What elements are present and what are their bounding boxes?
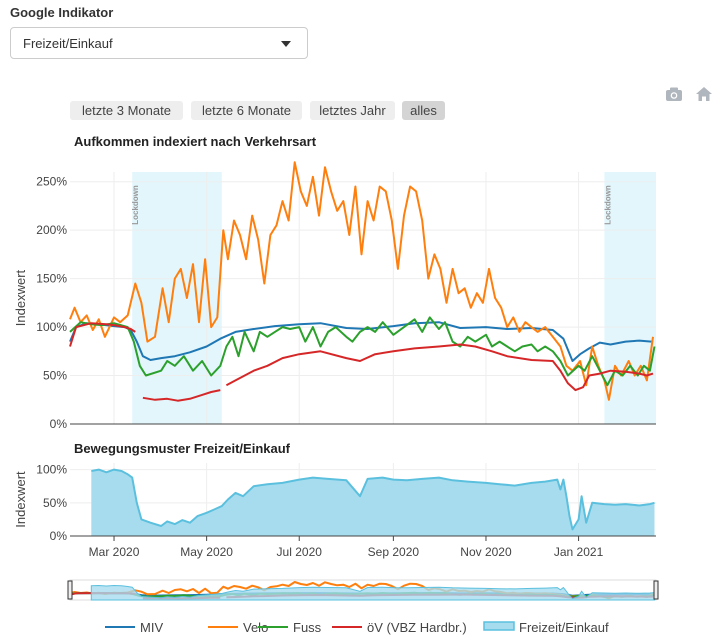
range-button-1y[interactable]: letztes Jahr bbox=[310, 101, 395, 120]
x-tick-label: May 2020 bbox=[180, 545, 233, 559]
bottom-chart: 0% 50% 100% Bewegungsmuster Freizeit/Einkau… bbox=[13, 441, 656, 559]
range-slider[interactable] bbox=[67, 579, 659, 601]
range-handle-right[interactable] bbox=[653, 580, 659, 600]
y-tick-label: 0% bbox=[50, 417, 68, 431]
x-tick-label: Sep 2020 bbox=[368, 545, 420, 559]
x-tick-label: Jul 2020 bbox=[277, 545, 323, 559]
range-handle-left[interactable] bbox=[67, 580, 73, 600]
control-label: Google Indikator bbox=[10, 5, 114, 20]
legend-label: Fuss bbox=[293, 620, 322, 635]
x-tick-label: Mar 2020 bbox=[89, 545, 140, 559]
legend-label: öV (VBZ Hardbr.) bbox=[367, 620, 467, 635]
series-line-v bbox=[69, 322, 136, 347]
series-line-v bbox=[225, 343, 654, 392]
legend-label: MIV bbox=[140, 620, 163, 635]
legend-swatch bbox=[483, 621, 515, 631]
camera-icon[interactable] bbox=[664, 86, 684, 102]
y-tick-label: 100% bbox=[36, 320, 67, 334]
chevron-down-icon bbox=[281, 41, 291, 47]
range-button-3m[interactable]: letzte 3 Monate bbox=[70, 101, 183, 120]
indicator-select-value: Freizeit/Einkauf bbox=[23, 36, 113, 51]
range-button-all[interactable]: alles bbox=[402, 101, 445, 120]
series-line-miv bbox=[69, 321, 652, 362]
range-slider-area bbox=[90, 584, 655, 601]
top-chart: Lockdown Lockdown 0% 50% 100% 150% 200% 250% Auf… bbox=[13, 134, 656, 431]
y-tick-label: 100% bbox=[36, 463, 67, 477]
y-tick-label: 150% bbox=[36, 272, 67, 286]
lockdown-label: Lockdown bbox=[603, 185, 612, 225]
series-line-fuss bbox=[69, 316, 656, 387]
bottom-chart-title: Bewegungsmuster Freizeit/Einkauf bbox=[74, 441, 291, 456]
x-tick-label: Jan 2021 bbox=[554, 545, 604, 559]
top-chart-title: Aufkommen indexiert nach Verkehrsart bbox=[74, 134, 317, 149]
bottom-y-axis-label: Indexwert bbox=[13, 471, 28, 528]
area-line-freizeit bbox=[91, 468, 655, 531]
legend-label: Velo bbox=[243, 620, 268, 635]
top-y-axis-label: Indexwert bbox=[13, 269, 28, 326]
indicator-select[interactable]: Freizeit/Einkauf bbox=[10, 27, 308, 59]
legend: MIV Velo Fuss öV (VBZ Hardbr.) Freizeit/Eink… bbox=[105, 620, 609, 635]
home-icon[interactable] bbox=[695, 86, 713, 102]
series-line-v bbox=[142, 389, 221, 402]
y-tick-label: 50% bbox=[43, 496, 67, 510]
y-tick-label: 250% bbox=[36, 175, 67, 189]
y-tick-label: 50% bbox=[43, 369, 67, 383]
y-tick-label: 200% bbox=[36, 223, 67, 237]
legend-label: Freizeit/Einkauf bbox=[519, 620, 609, 635]
series-line-velo bbox=[69, 161, 654, 401]
lockdown-label: Lockdown bbox=[131, 185, 140, 225]
x-tick-label: Nov 2020 bbox=[460, 545, 512, 559]
y-tick-label: 0% bbox=[50, 529, 68, 543]
range-button-6m[interactable]: letzte 6 Monate bbox=[191, 101, 302, 120]
